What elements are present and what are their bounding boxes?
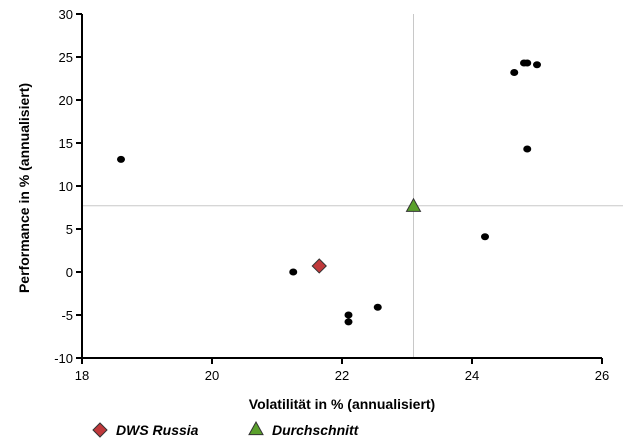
y-tick-label: -10 — [54, 351, 73, 366]
legend-durchschnitt-label: Durchschnitt — [272, 422, 360, 438]
data-point — [481, 233, 489, 241]
durchschnitt-marker — [405, 197, 422, 212]
highlighted-points — [311, 197, 422, 274]
data-point — [523, 145, 532, 153]
data-point — [510, 68, 519, 76]
data-point — [523, 59, 532, 67]
x-tick-label: 22 — [335, 368, 349, 383]
data-point — [344, 311, 353, 319]
legend-durchschnitt-marker — [248, 420, 264, 436]
x-axis-title: Volatilität in % (annualisiert) — [249, 396, 435, 412]
data-point — [289, 268, 298, 276]
x-axis-ticks: 18 20 22 24 26 — [75, 358, 609, 383]
legend: DWS Russia Durchschnitt — [92, 420, 360, 438]
y-tick-label: 0 — [66, 265, 73, 280]
y-tick-label: 25 — [59, 50, 73, 65]
data-points — [117, 59, 541, 326]
y-tick-label: 5 — [66, 222, 73, 237]
legend-dws-russia-marker — [92, 422, 108, 438]
y-tick-label: 10 — [59, 179, 73, 194]
y-tick-label: -5 — [61, 308, 73, 323]
x-tick-label: 18 — [75, 368, 89, 383]
data-point — [533, 61, 541, 69]
y-axis-title: Performance in % (annualisiert) — [16, 83, 32, 293]
x-tick-label: 26 — [595, 368, 609, 383]
reference-lines — [82, 14, 623, 358]
legend-dws-russia-label: DWS Russia — [116, 422, 199, 438]
y-tick-label: 30 — [59, 7, 73, 22]
y-axis-ticks: -10 -5 0 5 10 15 20 25 30 — [54, 7, 82, 366]
data-point — [117, 155, 125, 163]
dws-russia-marker — [311, 258, 327, 274]
x-tick-label: 24 — [465, 368, 479, 383]
data-point — [373, 303, 382, 311]
x-tick-label: 20 — [205, 368, 219, 383]
data-point — [344, 318, 353, 326]
y-tick-label: 15 — [59, 136, 73, 151]
y-tick-label: 20 — [59, 93, 73, 108]
